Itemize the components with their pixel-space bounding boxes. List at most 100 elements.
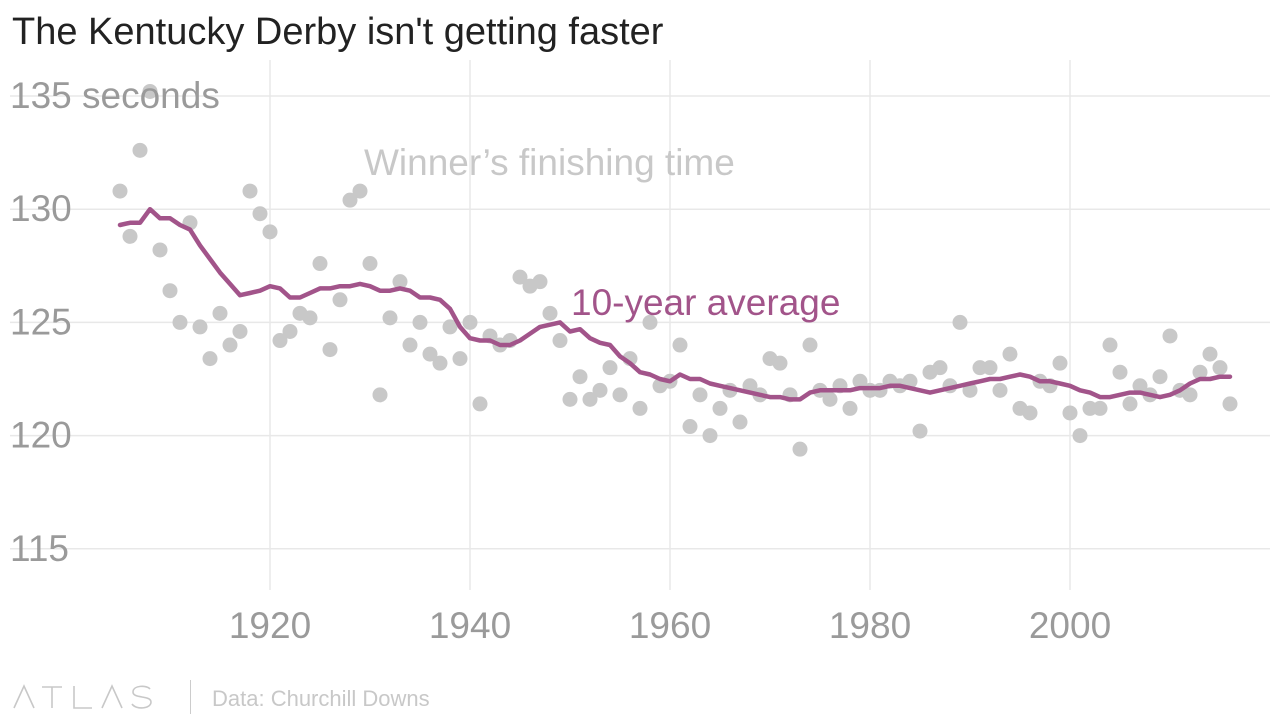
points-annotation: Winner’s finishing time bbox=[364, 142, 735, 183]
grid-layer bbox=[10, 60, 1270, 590]
finishing-time-point bbox=[462, 314, 478, 330]
finishing-time-point bbox=[1062, 405, 1078, 421]
finishing-time-point bbox=[1022, 405, 1038, 421]
finishing-time-point bbox=[142, 83, 158, 99]
finishing-time-point bbox=[592, 382, 608, 398]
finishing-time-point bbox=[472, 396, 488, 412]
finishing-time-point bbox=[982, 360, 998, 376]
finishing-time-point bbox=[282, 323, 298, 339]
finishing-time-point bbox=[222, 337, 238, 353]
finishing-time-point bbox=[1112, 364, 1128, 380]
finishing-time-point bbox=[172, 314, 188, 330]
finishing-time-point bbox=[402, 337, 418, 353]
finishing-time-point bbox=[1002, 346, 1018, 362]
finishing-time-point bbox=[302, 310, 318, 326]
finishing-time-point bbox=[352, 183, 368, 199]
finishing-time-points bbox=[112, 83, 1238, 457]
average-line-layer bbox=[117, 206, 1233, 402]
finishing-time-point bbox=[532, 274, 548, 290]
y-tick-label: 125 bbox=[10, 301, 72, 342]
finishing-time-point bbox=[562, 391, 578, 407]
finishing-time-point bbox=[952, 314, 968, 330]
finishing-time-point bbox=[132, 142, 148, 158]
finishing-time-point bbox=[932, 360, 948, 376]
finishing-time-point bbox=[372, 387, 388, 403]
finishing-time-point bbox=[682, 419, 698, 435]
finishing-time-point bbox=[232, 323, 248, 339]
finishing-time-point bbox=[382, 310, 398, 326]
chart-area: 115 120 125 130 135 seconds 1920 1940 1960 1980 2… bbox=[10, 60, 1270, 646]
finishing-time-point bbox=[342, 192, 358, 208]
finishing-time-point bbox=[452, 351, 468, 367]
finishing-time-point bbox=[1182, 387, 1198, 403]
finishing-time-point bbox=[192, 319, 208, 335]
finishing-time-point bbox=[312, 256, 328, 272]
finishing-time-point bbox=[422, 346, 438, 362]
finishing-time-point bbox=[842, 400, 858, 416]
finishing-time-point bbox=[432, 355, 448, 371]
finishing-time-point bbox=[322, 342, 338, 358]
y-tick-label: 120 bbox=[10, 415, 72, 456]
finishing-time-point bbox=[642, 314, 658, 330]
y-tick-label: 115 bbox=[10, 528, 69, 569]
finishing-time-point bbox=[242, 183, 258, 199]
footer: Data: Churchill Downs bbox=[0, 676, 600, 716]
atlas-logo bbox=[12, 682, 172, 719]
x-tick-label: 2000 bbox=[1029, 605, 1111, 646]
finishing-time-point bbox=[582, 391, 598, 407]
finishing-time-point bbox=[792, 441, 808, 457]
finishing-time-point bbox=[412, 314, 428, 330]
finishing-time-point bbox=[632, 400, 648, 416]
x-tick-label: 1940 bbox=[429, 605, 511, 646]
footer-divider bbox=[190, 680, 191, 714]
finishing-time-point bbox=[1222, 396, 1238, 412]
finishing-time-point bbox=[612, 387, 628, 403]
x-tick-label: 1960 bbox=[629, 605, 711, 646]
finishing-time-point bbox=[692, 387, 708, 403]
chart-title: The Kentucky Derby isn't getting faster bbox=[12, 11, 664, 53]
finishing-time-point bbox=[912, 423, 928, 439]
finishing-time-point bbox=[212, 305, 228, 321]
finishing-time-point bbox=[392, 274, 408, 290]
finishing-time-point bbox=[542, 305, 558, 321]
finishing-time-point bbox=[202, 351, 218, 367]
finishing-time-point bbox=[672, 337, 688, 353]
finishing-time-point bbox=[112, 183, 128, 199]
finishing-time-point bbox=[1192, 364, 1208, 380]
finishing-time-point bbox=[852, 373, 868, 389]
finishing-time-point bbox=[552, 333, 568, 349]
finishing-time-point bbox=[1152, 369, 1168, 385]
finishing-time-point bbox=[1212, 360, 1228, 376]
finishing-time-point bbox=[1092, 400, 1108, 416]
atlas-logo-mark bbox=[13, 684, 152, 709]
y-tick-label: 130 bbox=[10, 188, 72, 229]
x-tick-label: 1920 bbox=[229, 605, 311, 646]
finishing-time-point bbox=[732, 414, 748, 430]
finishing-time-point bbox=[1202, 346, 1218, 362]
y-tick-label: 135 seconds bbox=[10, 75, 220, 116]
finishing-time-point bbox=[702, 428, 718, 444]
finishing-time-point bbox=[442, 319, 458, 335]
finishing-time-point bbox=[152, 242, 168, 258]
finishing-time-point bbox=[162, 283, 178, 299]
finishing-time-point bbox=[602, 360, 618, 376]
finishing-time-point bbox=[772, 355, 788, 371]
finishing-time-point bbox=[1072, 428, 1088, 444]
average-annotation: 10-year average bbox=[571, 282, 840, 323]
finishing-time-point bbox=[822, 391, 838, 407]
finishing-time-point bbox=[992, 382, 1008, 398]
finishing-time-point bbox=[272, 333, 288, 349]
average-line bbox=[117, 206, 1233, 402]
finishing-time-point bbox=[1052, 355, 1068, 371]
finishing-time-point bbox=[122, 228, 138, 244]
finishing-time-point bbox=[1162, 328, 1178, 344]
finishing-time-point bbox=[572, 369, 588, 385]
source-note: Data: Churchill Downs bbox=[212, 686, 430, 711]
finishing-time-point bbox=[332, 292, 348, 308]
finishing-time-point bbox=[252, 206, 268, 222]
label-layer: 115 120 125 130 135 seconds 1920 1940 1960 1980 2… bbox=[10, 75, 1111, 646]
finishing-time-point bbox=[262, 224, 278, 240]
finishing-time-point bbox=[712, 400, 728, 416]
finishing-time-point bbox=[362, 256, 378, 272]
x-tick-label: 1980 bbox=[829, 605, 911, 646]
